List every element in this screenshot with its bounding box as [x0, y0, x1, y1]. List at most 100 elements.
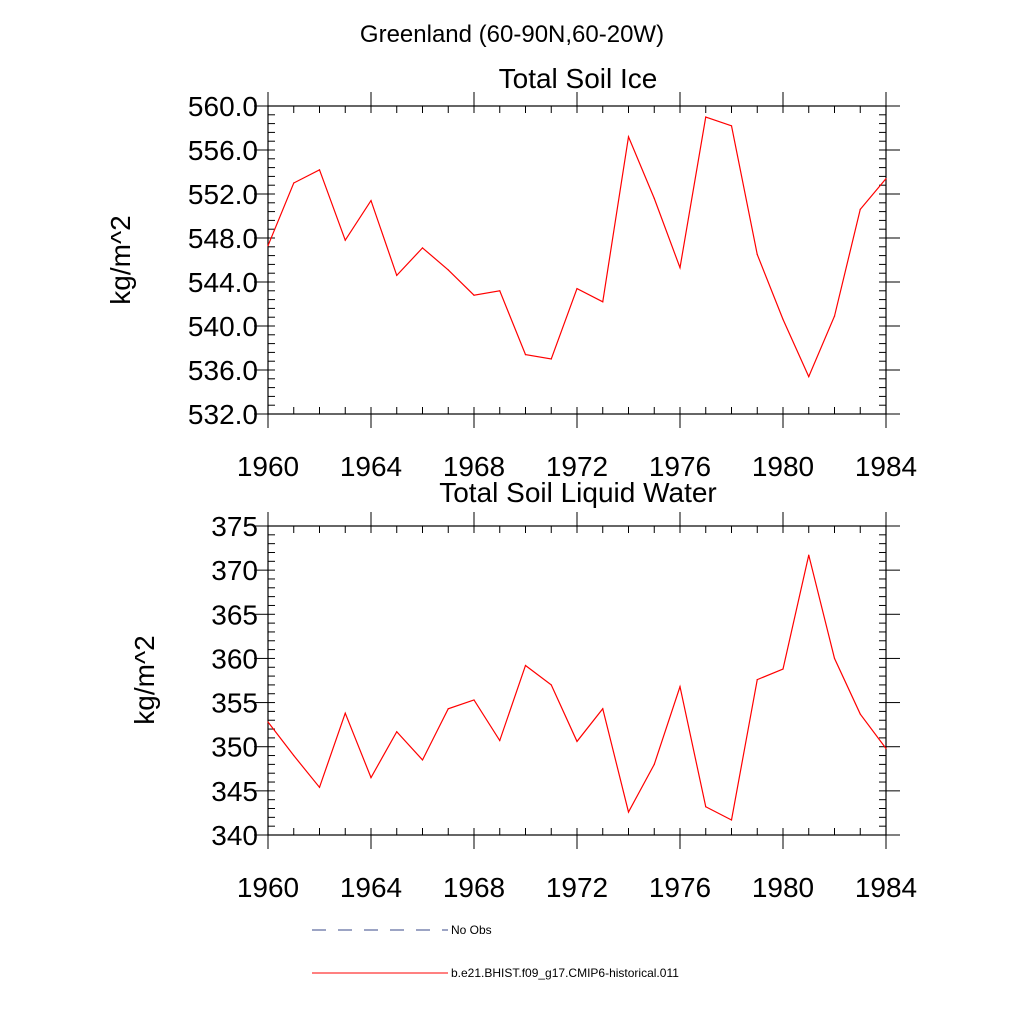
x-tick-label: 1976 — [649, 451, 711, 482]
data-point — [344, 712, 346, 714]
data-point — [447, 269, 449, 271]
series-line — [267, 116, 887, 379]
legend-label: No Obs — [451, 923, 492, 937]
y-axis-label: kg/m^2 — [105, 215, 136, 304]
axis-tick-labels: 340 345 350 355 360 365 370 375 1960 1964 1968 1972… — [211, 511, 917, 903]
y-tick-label: 552.0 — [188, 179, 258, 210]
y-tick-label: 360 — [211, 643, 258, 674]
chart-panel-soil-ice: Total Soil Ice kg/m^2 532.0 536.0 540.0 544… — [105, 63, 917, 482]
x-tick-label: 1972 — [546, 451, 608, 482]
data-point — [421, 759, 424, 761]
series-layer — [267, 116, 887, 379]
data-point — [808, 376, 810, 378]
data-point — [653, 763, 655, 765]
y-tick-label: 370 — [211, 555, 258, 586]
data-point — [396, 731, 398, 733]
data-point — [550, 684, 552, 686]
x-tick-label: 1976 — [649, 872, 711, 903]
y-tick-label: 350 — [211, 732, 258, 763]
legend: No Obs b.e21.BHIST.f09_g17.CMIP6-histori… — [312, 923, 679, 980]
y-tick-label: 532.0 — [188, 399, 258, 430]
data-point — [524, 354, 527, 356]
y-tick-label: 560.0 — [188, 91, 258, 122]
data-point — [499, 739, 501, 742]
data-point — [421, 247, 424, 249]
data-point — [267, 721, 269, 723]
x-tick-label: 1984 — [855, 451, 917, 482]
data-point — [833, 657, 836, 660]
legend-label: b.e21.BHIST.f09_g17.CMIP6-historical.011 — [451, 966, 679, 980]
series-layer — [267, 554, 887, 821]
data-point — [885, 747, 887, 750]
data-point — [524, 664, 527, 667]
y-tick-label: 556.0 — [188, 135, 258, 166]
data-point — [344, 239, 346, 241]
data-point — [679, 686, 681, 688]
data-point — [473, 294, 475, 296]
chart-panel-soil-liquid-water: Total Soil Liquid Water kg/m^2 340 345 350… — [129, 477, 917, 903]
data-point — [602, 708, 604, 710]
x-tick-label: 1984 — [855, 872, 917, 903]
data-point — [833, 315, 836, 317]
y-tick-label: 540.0 — [188, 311, 258, 342]
data-point — [859, 713, 861, 715]
y-tick-label: 345 — [211, 776, 258, 807]
data-point — [653, 197, 655, 199]
x-tick-label: 1980 — [752, 451, 814, 482]
data-point — [705, 116, 707, 118]
y-tick-label: 340 — [211, 820, 258, 851]
axis-ticks — [254, 512, 900, 849]
series-line — [267, 554, 887, 821]
chart-title: Total Soil Liquid Water — [439, 477, 717, 508]
axis-tick-labels: 532.0 536.0 540.0 544.0 548.0 552.0 556.0 560.0… — [188, 91, 917, 482]
x-tick-label: 1968 — [443, 451, 505, 482]
data-point — [627, 811, 630, 813]
x-tick-label: 1964 — [340, 451, 402, 482]
data-point — [782, 318, 784, 320]
data-point — [679, 267, 681, 269]
data-point — [576, 740, 578, 743]
y-tick-label: 536.0 — [188, 355, 258, 386]
data-point — [756, 679, 758, 681]
data-point — [576, 288, 578, 290]
data-point — [267, 245, 269, 247]
data-point — [293, 754, 295, 757]
data-point — [705, 806, 707, 808]
chart-title: Total Soil Ice — [499, 63, 658, 94]
y-tick-label: 365 — [211, 599, 258, 630]
x-tick-label: 1980 — [752, 872, 814, 903]
x-tick-label: 1960 — [237, 872, 299, 903]
data-point — [859, 208, 861, 210]
data-point — [293, 182, 295, 184]
data-point — [730, 125, 733, 127]
figure-suptitle: Greenland (60-90N,60-20W) — [360, 21, 664, 48]
data-point — [473, 699, 475, 701]
data-point — [447, 708, 449, 710]
plot-frame — [267, 105, 887, 415]
data-point — [602, 301, 604, 303]
y-tick-label: 548.0 — [188, 223, 258, 254]
data-point — [627, 136, 630, 138]
y-tick-label: 355 — [211, 688, 258, 719]
data-point — [885, 178, 887, 180]
x-tick-label: 1960 — [237, 451, 299, 482]
y-tick-label: 544.0 — [188, 267, 258, 298]
data-point — [808, 554, 810, 556]
x-tick-label: 1972 — [546, 872, 608, 903]
x-tick-label: 1968 — [443, 872, 505, 903]
data-point — [782, 668, 784, 670]
data-point — [318, 169, 321, 171]
data-point — [318, 786, 321, 788]
y-axis-label: kg/m^2 — [129, 635, 160, 724]
data-point — [370, 777, 372, 779]
data-point — [499, 290, 501, 292]
data-point — [396, 274, 398, 276]
x-tick-label: 1964 — [340, 872, 402, 903]
y-tick-label: 375 — [211, 511, 258, 542]
data-point — [550, 358, 552, 360]
data-point — [730, 819, 733, 821]
axis-ticks — [254, 92, 900, 428]
data-point — [756, 253, 758, 256]
data-point — [370, 200, 372, 202]
